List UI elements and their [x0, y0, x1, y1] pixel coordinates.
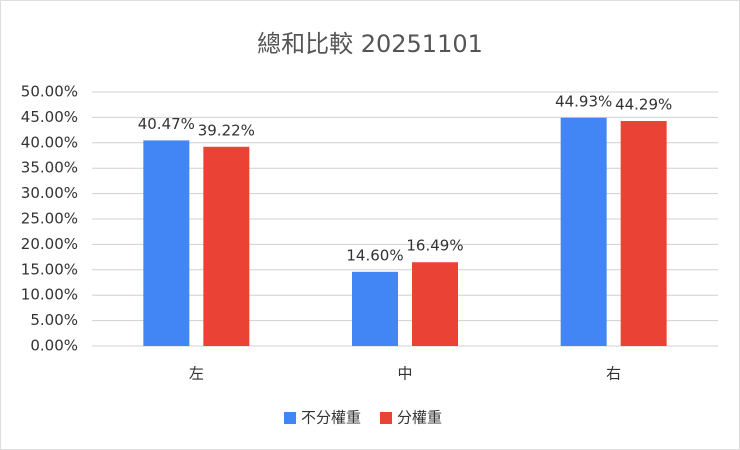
x-tick-label: 左 — [189, 365, 204, 383]
y-tick-label: 5.00% — [30, 311, 78, 329]
legend-label: 不分權重 — [301, 409, 361, 427]
bar — [352, 271, 398, 346]
x-tick-label: 中 — [397, 365, 412, 383]
y-tick-label: 15.00% — [21, 260, 78, 278]
legend-swatch — [284, 412, 296, 424]
legend-label: 分權重 — [397, 409, 442, 427]
y-tick-label: 40.00% — [21, 133, 78, 151]
x-tick-label: 右 — [606, 365, 621, 383]
y-tick-label: 0.00% — [30, 337, 78, 355]
bar — [620, 121, 667, 346]
bar — [412, 262, 458, 346]
bar — [203, 146, 250, 346]
y-tick-label: 25.00% — [21, 210, 78, 228]
value-label: 14.60% — [346, 246, 403, 264]
y-tick-label: 30.00% — [21, 184, 78, 202]
y-tick-label: 10.00% — [21, 286, 78, 304]
value-label: 44.93% — [555, 92, 612, 110]
y-tick-label: 50.00% — [21, 83, 78, 101]
value-label: 44.29% — [615, 96, 672, 114]
value-label: 39.22% — [198, 121, 255, 139]
bar — [560, 117, 607, 346]
y-tick-label: 45.00% — [21, 108, 78, 126]
bar — [143, 140, 190, 346]
y-tick-label: 20.00% — [21, 235, 78, 253]
legend-swatch — [380, 412, 392, 424]
value-label: 16.49% — [406, 237, 463, 255]
value-label: 40.47% — [138, 115, 195, 133]
y-tick-label: 35.00% — [21, 159, 78, 177]
chart-title: 總和比較 20251101 — [257, 30, 483, 58]
